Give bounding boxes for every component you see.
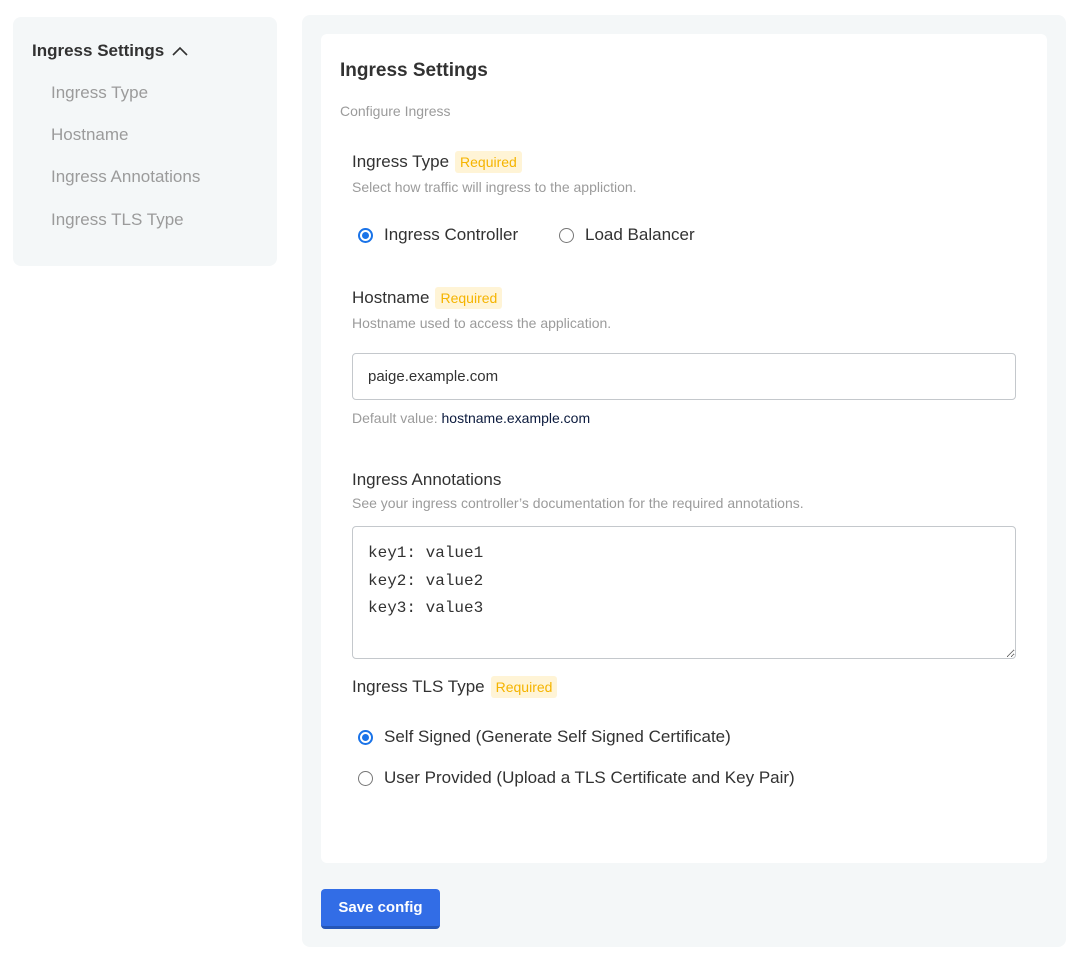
radio-label: Self Signed (Generate Self Signed Certif…	[384, 727, 731, 746]
hostname-default: Default value: hostname.example.com	[352, 410, 590, 426]
card-title: Ingress Settings	[340, 60, 488, 81]
radio-load-balancer[interactable]: Load Balancer	[559, 225, 695, 245]
sidebar-header-label: Ingress Settings	[32, 41, 165, 60]
radio-label: Load Balancer	[585, 225, 695, 244]
sidebar-item-ingress-annotations[interactable]: Ingress Annotations	[51, 167, 201, 186]
default-value-prefix: Default value:	[352, 410, 438, 426]
radio-self-signed[interactable]: Self Signed (Generate Self Signed Certif…	[358, 727, 731, 747]
chevron-up-icon	[172, 46, 188, 56]
save-config-button[interactable]: Save config	[321, 889, 440, 929]
sidebar-item-hostname[interactable]: Hostname	[51, 125, 129, 144]
radio-label: User Provided (Upload a TLS Certificate …	[384, 768, 795, 787]
required-badge: Required	[455, 151, 522, 173]
sidebar-group-ingress-settings[interactable]: Ingress Settings	[32, 41, 188, 61]
sidebar: Ingress Settings Ingress Type Hostname I…	[13, 17, 277, 266]
field-label: Ingress TLS Type	[352, 677, 485, 696]
hostname-input[interactable]	[352, 353, 1016, 400]
annotations-help: See your ingress controller’s documentat…	[352, 495, 804, 511]
main-panel: Ingress Settings Configure Ingress Ingre…	[302, 15, 1066, 947]
field-label: Ingress Annotations	[352, 470, 502, 489]
radio-unchecked-icon[interactable]	[559, 227, 574, 243]
default-value: hostname.example.com	[441, 410, 591, 426]
required-badge: Required	[435, 287, 503, 309]
radio-unchecked-icon[interactable]	[358, 770, 373, 786]
field-label: Ingress Type	[352, 152, 450, 171]
hostname-label: Hostname Required	[352, 287, 503, 309]
sidebar-item-ingress-tls-type[interactable]: Ingress TLS Type	[51, 210, 184, 229]
settings-card: Ingress Settings Configure Ingress Ingre…	[321, 34, 1047, 863]
card-subtitle: Configure Ingress	[340, 103, 451, 119]
radio-user-provided[interactable]: User Provided (Upload a TLS Certificate …	[358, 768, 795, 788]
ingress-type-label: Ingress Type Required	[352, 151, 522, 173]
field-label: Hostname	[352, 288, 430, 307]
radio-ingress-controller[interactable]: Ingress Controller	[358, 225, 518, 245]
tls-type-label: Ingress TLS Type Required	[352, 676, 558, 698]
annotations-textarea[interactable]	[352, 526, 1016, 659]
radio-checked-icon[interactable]	[358, 729, 373, 745]
ingress-type-help: Select how traffic will ingress to the a…	[352, 179, 637, 195]
annotations-label: Ingress Annotations	[352, 470, 501, 490]
sidebar-item-ingress-type[interactable]: Ingress Type	[51, 83, 149, 102]
radio-label: Ingress Controller	[384, 225, 519, 244]
radio-checked-icon[interactable]	[358, 227, 373, 243]
hostname-help: Hostname used to access the application.	[352, 315, 612, 331]
required-badge: Required	[490, 676, 558, 698]
